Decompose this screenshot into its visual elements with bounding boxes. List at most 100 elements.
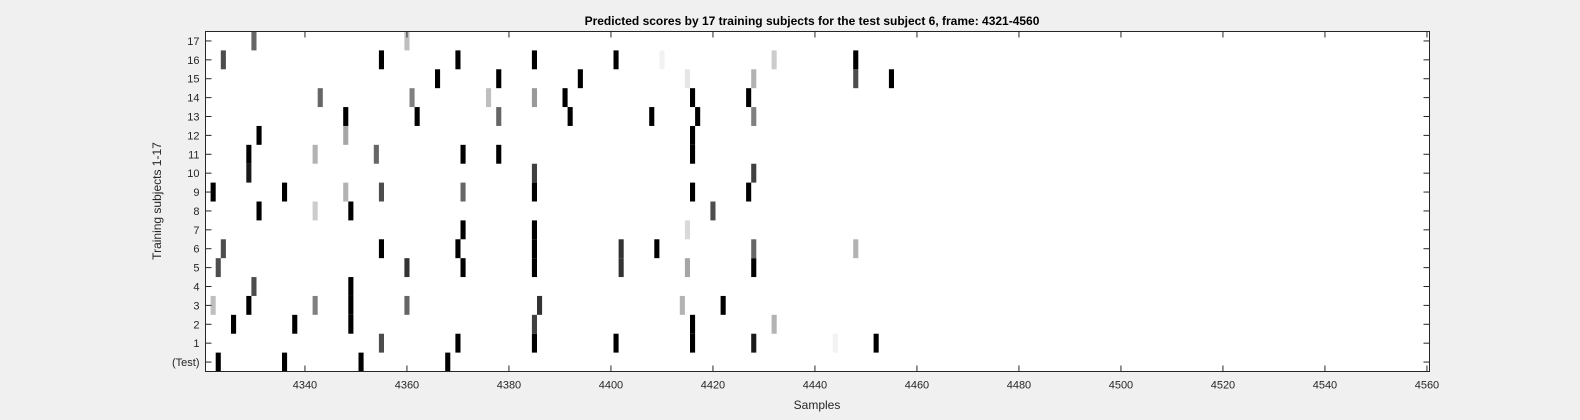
heatmap-cell [690, 125, 696, 145]
heatmap-cell [873, 333, 879, 353]
x-tick-label: 4540 [1313, 380, 1337, 392]
heatmap-cell [496, 69, 502, 89]
x-tick-label: 4520 [1211, 380, 1235, 392]
heatmap-cell [496, 107, 502, 126]
heatmap-cell [256, 201, 262, 221]
heatmap-cell [348, 314, 354, 334]
heatmap-cell [220, 50, 226, 70]
heatmap-cell [404, 258, 410, 278]
x-axis-label: Samples [794, 398, 841, 412]
heatmap-cell [246, 163, 252, 183]
heatmap-cell [690, 88, 696, 108]
heatmap-cell [888, 69, 894, 89]
heatmap-cell [445, 352, 451, 372]
heatmap-cell [853, 239, 859, 259]
heatmap-cell [317, 88, 323, 108]
heatmap-cell [853, 69, 859, 89]
y-tick-label: 4 [193, 282, 199, 294]
heatmap-cell [684, 258, 690, 278]
heatmap-cell [710, 201, 716, 221]
y-tick-label: 12 [187, 130, 199, 142]
heatmap-cell [771, 314, 777, 334]
heatmap-cell [210, 182, 216, 202]
x-tick-label: 4360 [395, 380, 419, 392]
x-tick-label: 4340 [293, 380, 317, 392]
heatmap-cell [312, 201, 318, 221]
y-tick-label: 17 [187, 36, 199, 48]
heatmap-cell [649, 107, 655, 126]
heatmap-cell [292, 314, 298, 334]
heatmap-cell [562, 88, 568, 108]
axes-background [205, 31, 1430, 372]
heatmap-cell [613, 333, 619, 353]
heatmap-cell [215, 352, 221, 372]
heatmap-cell [751, 239, 757, 259]
heatmap-cell [531, 314, 537, 334]
heatmap-cell [496, 144, 502, 164]
heatmap-cell [231, 314, 237, 334]
y-tick-label: 6 [193, 244, 199, 256]
y-tick-label: 14 [187, 93, 199, 105]
heatmap-cell [455, 333, 461, 353]
y-tick-label: 16 [187, 55, 199, 67]
heatmap-cells [210, 31, 894, 372]
heatmap-cell [832, 333, 838, 353]
heatmap-cell [373, 144, 379, 164]
heatmap-cell [618, 239, 624, 259]
x-tick-label: 4420 [701, 380, 725, 392]
heatmap-cell [531, 258, 537, 278]
heatmap-cell [751, 258, 757, 278]
y-axis-label: Training subjects 1-17 [150, 142, 164, 260]
heatmap-cell [720, 295, 726, 315]
heatmap-cell [404, 31, 410, 51]
heatmap-cell [435, 69, 441, 89]
heatmap-cell [771, 50, 777, 70]
heatmap-cell [746, 182, 752, 202]
heatmap-cell [531, 163, 537, 183]
heatmap-cell [531, 239, 537, 259]
heatmap-cell [690, 333, 696, 353]
y-tick-label: 7 [193, 225, 199, 237]
heatmap-cell [486, 88, 492, 108]
heatmap-cell [348, 201, 354, 221]
y-tick-label: 15 [187, 74, 199, 86]
heatmap-cell [618, 258, 624, 278]
heatmap-cell [343, 125, 349, 145]
heatmap-cell [246, 295, 252, 315]
heatmap-cell [690, 182, 696, 202]
heatmap-cell [746, 88, 752, 108]
heatmap-cell [358, 352, 364, 372]
heatmap-cell [613, 50, 619, 70]
heatmap-cell [251, 31, 257, 51]
heatmap-cell [343, 107, 349, 126]
y-tick-label: 13 [187, 112, 199, 124]
heatmap-cell [409, 88, 415, 108]
heatmap-cell [695, 107, 701, 126]
x-tick-label: 4560 [1415, 380, 1439, 392]
heatmap-cell [404, 295, 410, 315]
heatmap-cell [378, 239, 384, 259]
heatmap-cell [659, 50, 665, 70]
axes-frame [205, 31, 1430, 372]
heatmap-cell [312, 295, 318, 315]
heatmap-cell [312, 144, 318, 164]
heatmap-cell [853, 50, 859, 70]
x-tick-label: 4480 [1007, 380, 1031, 392]
heatmap-cell [751, 333, 757, 353]
x-tick-label: 4380 [497, 380, 521, 392]
heatmap-cell [751, 107, 757, 126]
heatmap-cell [343, 182, 349, 202]
y-tick-label: 8 [193, 206, 199, 218]
heatmap-cell [690, 314, 696, 334]
heatmap-cell [348, 295, 354, 315]
heatmap-cell [348, 277, 354, 296]
x-axis-ticks: 4340 4360 4380 4400 4420 4440 4460 4480 4500 4520… [293, 31, 1439, 392]
chart-title: Predicted scores by 17 training subjects… [585, 14, 1040, 28]
heatmap-cell [414, 107, 420, 126]
heatmap-cell [246, 144, 252, 164]
heatmap-cell [684, 69, 690, 89]
heatmap-cell [251, 277, 257, 296]
x-tick-label: 4500 [1109, 380, 1133, 392]
